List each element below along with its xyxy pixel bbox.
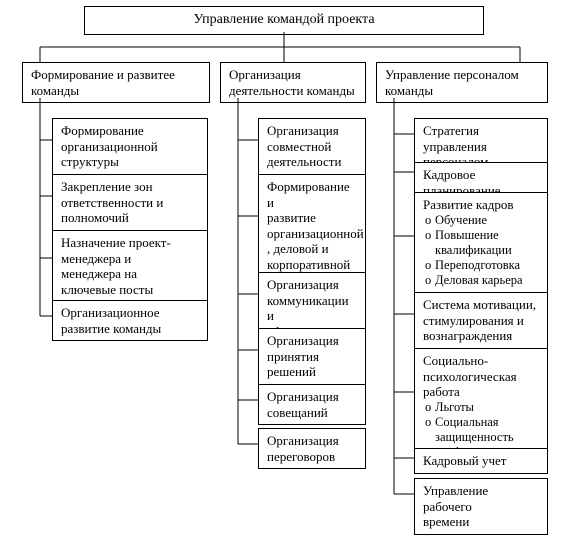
col1-header-l2: команды <box>31 83 201 99</box>
col3-header: Управление персоналом команды <box>376 62 548 103</box>
col1-item-2: Закрепление зон ответственности и полном… <box>52 174 208 231</box>
col2-header-l2: деятельности команды <box>229 83 357 99</box>
col3-item-3: Развитие кадров oОбучение oПовышение ква… <box>414 192 548 293</box>
col2-item-5: Организация совещаний <box>258 384 366 425</box>
col1-item-1: Формирование организационной структуры <box>52 118 208 175</box>
col3-item-4: Система мотивации, стимулирования и возн… <box>414 292 548 349</box>
col3-item-7: Управление рабочего времени <box>414 478 548 535</box>
root-node: Управление командой проекта <box>84 6 484 35</box>
col1-header: Формирование и развитее команды <box>22 62 210 103</box>
col3-header-l1: Управление персоналом <box>385 67 539 83</box>
col2-header-l1: Организация <box>229 67 357 83</box>
col2-item-4: Организация принятия решений <box>258 328 366 385</box>
col1-header-l1: Формирование и развитее <box>31 67 201 83</box>
col1-item-4: Организационное развитие команды <box>52 300 208 341</box>
root-label: Управление командой проекта <box>193 12 374 27</box>
col1-item-3: Назначение проект- менеджера и менеджера… <box>52 230 208 302</box>
col2-item-6: Организация переговоров <box>258 428 366 469</box>
col2-header: Организация деятельности команды <box>220 62 366 103</box>
col3-header-l2: команды <box>385 83 539 99</box>
col2-item-1: Организация совместной деятельности <box>258 118 366 175</box>
col3-item-6: Кадровый учет <box>414 448 548 474</box>
